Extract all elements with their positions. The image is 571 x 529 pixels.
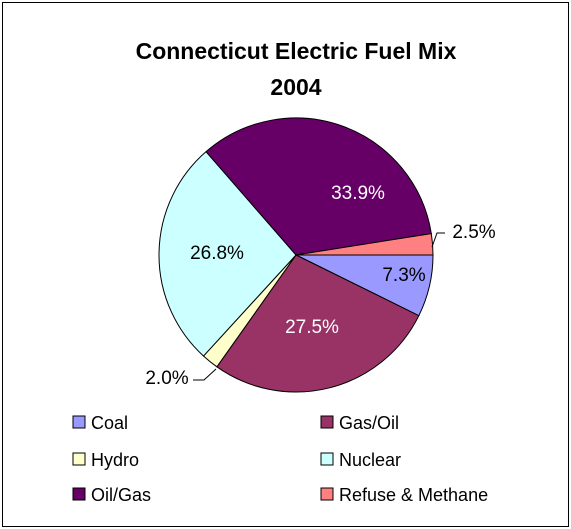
data-label-gas-oil: 27.5% <box>285 317 339 338</box>
legend-label-oil-gas: Oil/Gas <box>91 485 151 505</box>
legend-swatch-oil-gas <box>72 487 86 501</box>
legend-swatch-hydro <box>72 452 86 466</box>
leader-line-refuse-methane <box>431 232 445 248</box>
legend-swatch-gas-oil <box>320 415 334 429</box>
pie-slice-oil-gas <box>205 117 432 256</box>
data-label-oil-gas: 33.9% <box>331 183 385 204</box>
pie-slice-gas-oil <box>216 254 420 393</box>
legend-swatch-nuclear <box>320 452 334 466</box>
pie-slice-nuclear <box>158 151 297 357</box>
legend: Coal Gas/Oil Hydro Nuclear Oil/Gas Refuse & M… <box>72 413 488 505</box>
pie-chart: Connecticut Electric Fuel Mix 2004 7.3% 2… <box>72 38 496 505</box>
data-label-coal: 7.3% <box>382 265 425 286</box>
legend-label-nuclear: Nuclear <box>339 450 401 470</box>
data-label-hydro: 2.0% <box>145 368 188 389</box>
data-label-refuse-methane: 2.5% <box>452 222 495 243</box>
legend-label-refuse-methane: Refuse & Methane <box>339 485 488 505</box>
legend-swatch-coal <box>72 415 86 429</box>
data-label-nuclear: 26.8% <box>190 243 244 264</box>
legend-label-gas-oil: Gas/Oil <box>339 413 399 433</box>
legend-swatch-refuse-methane <box>320 487 334 501</box>
chart-title-line-1: Connecticut Electric Fuel Mix <box>136 38 457 64</box>
leader-line-hydro <box>193 368 217 381</box>
legend-label-hydro: Hydro <box>91 450 139 470</box>
legend-label-coal: Coal <box>91 413 128 433</box>
chart-title-line-2: 2004 <box>270 74 321 100</box>
data-labels: 7.3% 27.5% 2.0% 26.8% 33.9% 2.5% <box>145 183 495 389</box>
